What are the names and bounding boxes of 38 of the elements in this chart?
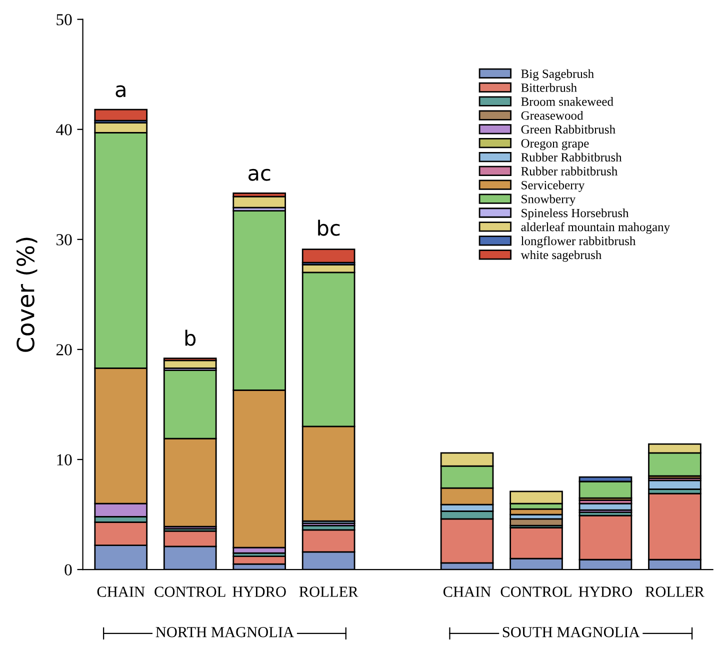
bar (578, 480, 632, 499)
x-tick-label: CONTROL (154, 586, 226, 597)
legend-label: Spineless Horsebrush (522, 208, 629, 220)
x-tick-label: CHAIN (97, 586, 145, 597)
legend-label: Oregon grape (521, 139, 589, 150)
y-tick-label: 20 (56, 344, 72, 356)
legend-label: Green Rabbitbrush (521, 124, 616, 134)
y-tick-label: 40 (56, 124, 72, 136)
x-tick-label: CHAIN (443, 586, 491, 597)
legend-label: Greasewood (521, 110, 584, 120)
annotation: bc (318, 220, 340, 236)
bar (94, 108, 148, 122)
x-tick-label: HYDRO (232, 586, 286, 597)
y-tick-label: 10 (57, 454, 72, 466)
y-tick-label: 30 (56, 234, 72, 246)
legend-label: Serviceberry (522, 180, 585, 192)
legend-label: alderleaf mountain mahogany (521, 222, 670, 234)
legend-label: Rubber rabbitbrush (521, 166, 618, 176)
legend-label: longflower rabbitbrush (521, 236, 636, 248)
annotation: b (185, 330, 196, 346)
x-tick-label: CONTROL (500, 586, 572, 597)
legend-label: white sagebrush (520, 250, 602, 262)
x-tick-label: HYDRO (578, 586, 632, 597)
annotation: ac (248, 168, 270, 181)
text: NORTH MAGNOLIA (156, 626, 294, 638)
annotation: a (116, 85, 126, 98)
y-tick-label: 50 (56, 14, 72, 26)
x-tick-label: ROLLER (645, 586, 704, 597)
legend-label: Rubber Rabbitbrush (521, 152, 622, 162)
text: SOUTH MAGNOLIA (502, 626, 640, 638)
y-axis-title: Cover (%) (16, 238, 38, 352)
legend-label: Big Sagebrush (521, 69, 594, 81)
bar (302, 248, 356, 264)
legend-label: Snowberry (522, 194, 576, 206)
legend-label: Bitterbrush (521, 83, 577, 92)
x-tick-label: ROLLER (299, 586, 358, 597)
y-tick-label: 0 (64, 564, 72, 576)
legend-label: Broom snakeweed (521, 97, 614, 106)
